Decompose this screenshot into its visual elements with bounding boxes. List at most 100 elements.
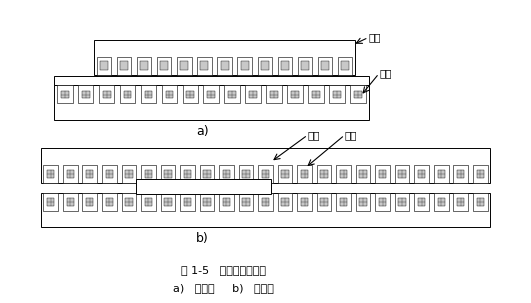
Bar [122, 165, 136, 183]
Bar [278, 193, 293, 211]
Text: 次级: 次级 [379, 68, 391, 78]
Bar [379, 171, 386, 178]
Bar [219, 193, 234, 211]
Bar [414, 193, 429, 211]
Bar [140, 62, 148, 70]
Bar [183, 85, 198, 103]
Bar [395, 165, 409, 183]
Bar [341, 62, 349, 70]
Bar [354, 91, 362, 98]
Bar [225, 85, 240, 103]
Bar [119, 85, 135, 103]
Bar [141, 165, 156, 183]
Bar [201, 62, 209, 70]
Text: 初级: 初级 [369, 32, 381, 42]
Bar [356, 165, 371, 183]
Bar [237, 57, 252, 75]
Bar [238, 165, 253, 183]
Bar [66, 171, 74, 178]
Bar [164, 198, 172, 205]
Bar [157, 57, 172, 75]
Bar [301, 198, 308, 205]
Bar [261, 62, 269, 70]
Bar [379, 198, 386, 205]
Bar [395, 193, 409, 211]
Bar [438, 171, 445, 178]
Bar [161, 85, 177, 103]
Bar [160, 62, 168, 70]
Bar [297, 193, 312, 211]
Bar [125, 171, 133, 178]
Bar [144, 91, 152, 98]
Bar [63, 193, 78, 211]
Bar [41, 148, 490, 183]
Bar [438, 198, 445, 205]
Bar [473, 165, 487, 183]
Bar [398, 171, 406, 178]
Bar [181, 62, 189, 70]
Bar [203, 85, 219, 103]
Bar [220, 62, 228, 70]
Bar [197, 57, 212, 75]
Bar [359, 171, 367, 178]
Bar [78, 85, 93, 103]
Bar [57, 85, 73, 103]
Bar [217, 57, 232, 75]
Bar [86, 171, 93, 178]
Bar [124, 91, 132, 98]
Bar [47, 198, 54, 205]
Bar [203, 198, 211, 205]
Bar [473, 193, 487, 211]
Bar [241, 62, 249, 70]
Bar [336, 193, 351, 211]
Bar [99, 85, 115, 103]
Text: 次级: 次级 [308, 130, 320, 140]
Bar [340, 198, 347, 205]
Bar [336, 165, 351, 183]
Bar [122, 193, 136, 211]
Bar [267, 85, 282, 103]
Bar [177, 57, 192, 75]
Bar [262, 171, 269, 178]
Bar [228, 91, 236, 98]
Bar [434, 165, 449, 183]
Bar [278, 57, 292, 75]
Bar [477, 198, 484, 205]
Bar [184, 171, 191, 178]
Bar [186, 91, 194, 98]
Bar [398, 198, 406, 205]
Bar [270, 91, 278, 98]
Bar [434, 193, 449, 211]
Bar [97, 57, 111, 75]
Bar [375, 193, 390, 211]
Bar [180, 193, 195, 211]
Bar [102, 165, 117, 183]
Bar [66, 198, 74, 205]
Bar [44, 165, 58, 183]
Bar [297, 165, 312, 183]
Bar [208, 91, 215, 98]
Bar [184, 198, 191, 205]
Bar [141, 193, 156, 211]
Bar [100, 62, 108, 70]
Bar [200, 193, 214, 211]
Bar [318, 57, 332, 75]
Bar [160, 193, 175, 211]
Bar [301, 171, 308, 178]
Bar [141, 85, 156, 103]
Text: a): a) [196, 125, 209, 138]
Bar [117, 57, 131, 75]
Bar [94, 40, 355, 75]
Bar [82, 165, 97, 183]
Bar [291, 91, 299, 98]
Bar [136, 178, 271, 194]
Bar [340, 171, 347, 178]
Bar [258, 193, 273, 211]
Bar [145, 198, 152, 205]
Bar [338, 57, 353, 75]
Bar [82, 91, 90, 98]
Bar [82, 193, 97, 211]
Bar [145, 171, 152, 178]
Bar [223, 171, 230, 178]
Bar [350, 85, 366, 103]
